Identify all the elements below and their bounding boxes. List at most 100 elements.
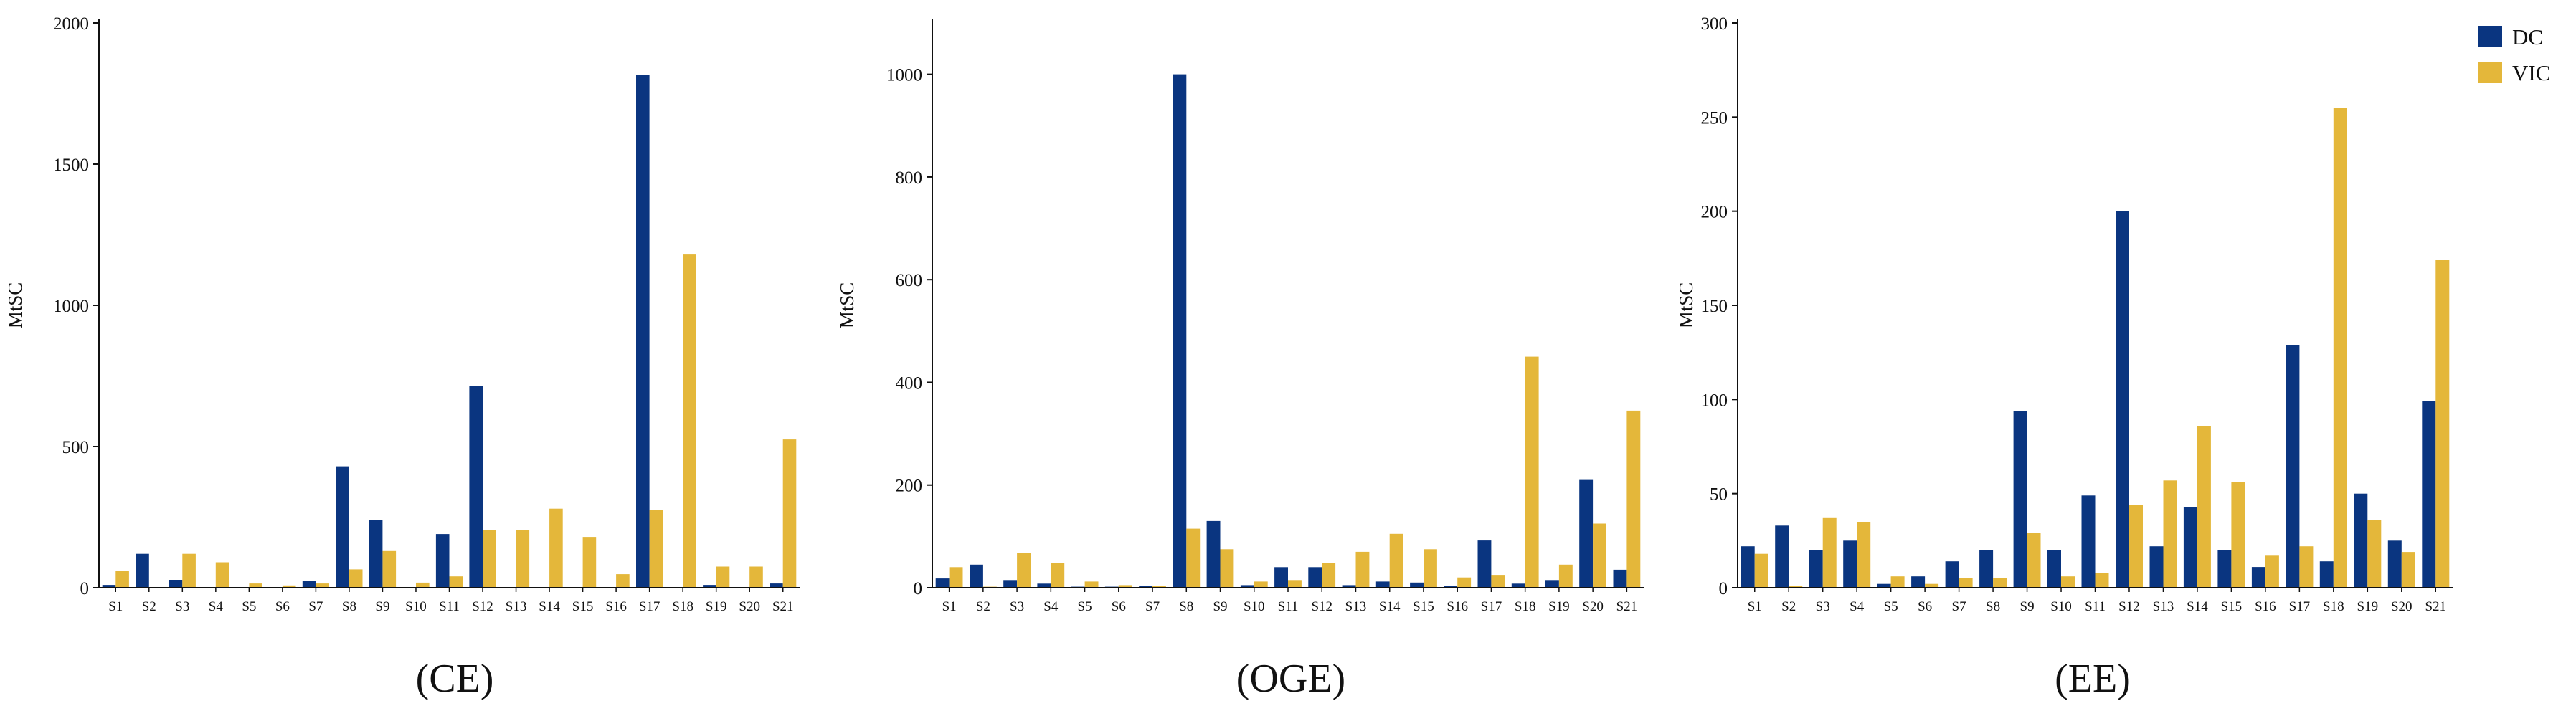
x-tick-label: S8	[342, 599, 356, 614]
y-tick-label: 400	[896, 373, 923, 393]
bar-vic-s15	[2231, 482, 2245, 588]
bar-dc-s9	[1206, 520, 1221, 588]
x-tick-label: S16	[2255, 599, 2276, 614]
bar-dc-s19	[703, 585, 716, 588]
bar-vic-s10	[2061, 576, 2075, 588]
bar-vic-s8	[1993, 578, 2007, 588]
bar-vic-s12	[1322, 563, 1336, 588]
bar-vic-s15	[582, 537, 597, 588]
x-tick-label: S6	[275, 599, 290, 614]
y-tick-label: 500	[62, 438, 90, 457]
x-tick-label: S14	[1379, 599, 1401, 614]
bar-dc-s2	[970, 564, 983, 588]
y-tick-label: 600	[896, 271, 923, 290]
x-tick-label: S18	[2323, 599, 2344, 614]
bar-vic-s16	[1457, 577, 1472, 588]
x-tick-label: S9	[1213, 599, 1227, 614]
y-tick-label: 1500	[53, 156, 89, 175]
x-tick-label: S4	[209, 599, 224, 614]
y-tick-label: 150	[1701, 297, 1728, 316]
bar-dc-s8	[1173, 74, 1187, 588]
x-tick-label: S3	[175, 599, 189, 614]
bar-vic-s7	[1152, 586, 1166, 588]
y-tick-label: 1000	[886, 66, 922, 85]
bar-dc-s16	[1444, 586, 1458, 588]
bar-dc-s20	[2387, 540, 2402, 588]
bar-dc-s10	[2047, 550, 2061, 588]
bar-vic-s8	[1186, 528, 1201, 588]
x-tick-label: S10	[1244, 599, 1265, 614]
y-tick-label: 0	[80, 579, 90, 598]
bar-vic-s3	[1017, 553, 1031, 588]
bar-dc-s14	[2183, 507, 2197, 588]
y-tick-label: 250	[1701, 108, 1728, 128]
bar-dc-s11	[435, 534, 450, 588]
bar-dc-s7	[1139, 586, 1153, 588]
bar-vic-s7	[1959, 578, 1973, 588]
x-tick-label: S21	[1616, 599, 1638, 614]
bar-dc-s8	[1979, 550, 1994, 588]
y-tick-label: 800	[896, 168, 923, 188]
x-tick-label: S13	[1345, 599, 1367, 614]
bar-dc-s2	[1775, 525, 1789, 588]
x-tick-label: S15	[572, 599, 594, 614]
bar-vic-s11	[1288, 580, 1302, 588]
bar-vic-s6	[1925, 583, 1939, 588]
bar-vic-s2	[1789, 586, 1803, 588]
bar-vic-s13	[2163, 480, 2177, 588]
x-tick-label: S11	[1278, 599, 1299, 614]
bar-dc-s15	[1410, 582, 1424, 588]
bar-vic-s20	[749, 566, 763, 588]
x-tick-label: S14	[2187, 599, 2208, 614]
bar-vic-s11	[449, 576, 463, 588]
bar-vic-s5	[1890, 576, 1905, 588]
x-tick-label: S16	[605, 599, 627, 614]
y-tick-label: 300	[1701, 14, 1728, 34]
x-tick-label: S18	[1515, 599, 1536, 614]
x-tick-label: S5	[242, 599, 256, 614]
legend-swatch-vic	[2478, 62, 2502, 83]
bar-vic-s14	[2197, 426, 2211, 588]
bar-dc-s11	[2081, 495, 2096, 588]
x-tick-label: S7	[1145, 599, 1160, 614]
y-tick-label: 0	[914, 579, 923, 598]
bar-dc-s7	[302, 581, 316, 588]
x-tick-label: S3	[1010, 599, 1024, 614]
bar-vic-s4	[1051, 563, 1065, 588]
y-axis-label: MtSC	[1675, 282, 1697, 329]
bar-vic-s21	[782, 439, 797, 588]
bar-vic-s20	[1593, 523, 1606, 588]
x-tick-label: S20	[739, 599, 760, 614]
bar-vic-s12	[483, 530, 496, 588]
bar-vic-s13	[1355, 551, 1370, 588]
x-tick-label: S11	[2085, 599, 2106, 614]
bar-vic-s13	[516, 530, 530, 588]
x-tick-label: S9	[2020, 599, 2035, 614]
bar-dc-s3	[1809, 550, 1823, 588]
x-tick-label: S19	[706, 599, 727, 614]
x-tick-label: S9	[375, 599, 389, 614]
bar-vic-s19	[716, 566, 730, 588]
x-tick-label: S20	[2391, 599, 2412, 614]
x-tick-label: S12	[2118, 599, 2140, 614]
bar-vic-s8	[349, 569, 363, 588]
bar-dc-s7	[1945, 561, 1959, 588]
bar-dc-s10	[1240, 585, 1254, 588]
x-tick-label: S7	[1952, 599, 1966, 614]
x-tick-label: S11	[439, 599, 460, 614]
legend-label-dc: DC	[2512, 24, 2543, 49]
legend-label-vic: VIC	[2512, 60, 2550, 85]
bar-dc-s14	[1375, 581, 1390, 588]
x-tick-label: S15	[2221, 599, 2243, 614]
x-tick-label: S4	[1043, 599, 1059, 614]
bar-vic-s12	[2129, 505, 2143, 588]
x-tick-label: S17	[639, 599, 660, 614]
x-tick-label: S12	[472, 599, 493, 614]
x-tick-label: S21	[2425, 599, 2446, 614]
x-tick-label: S7	[308, 599, 323, 614]
x-tick-label: S16	[1446, 599, 1468, 614]
bar-dc-s20	[1579, 479, 1594, 588]
x-tick-label: S12	[1311, 599, 1332, 614]
bar-vic-s15	[1424, 549, 1437, 588]
